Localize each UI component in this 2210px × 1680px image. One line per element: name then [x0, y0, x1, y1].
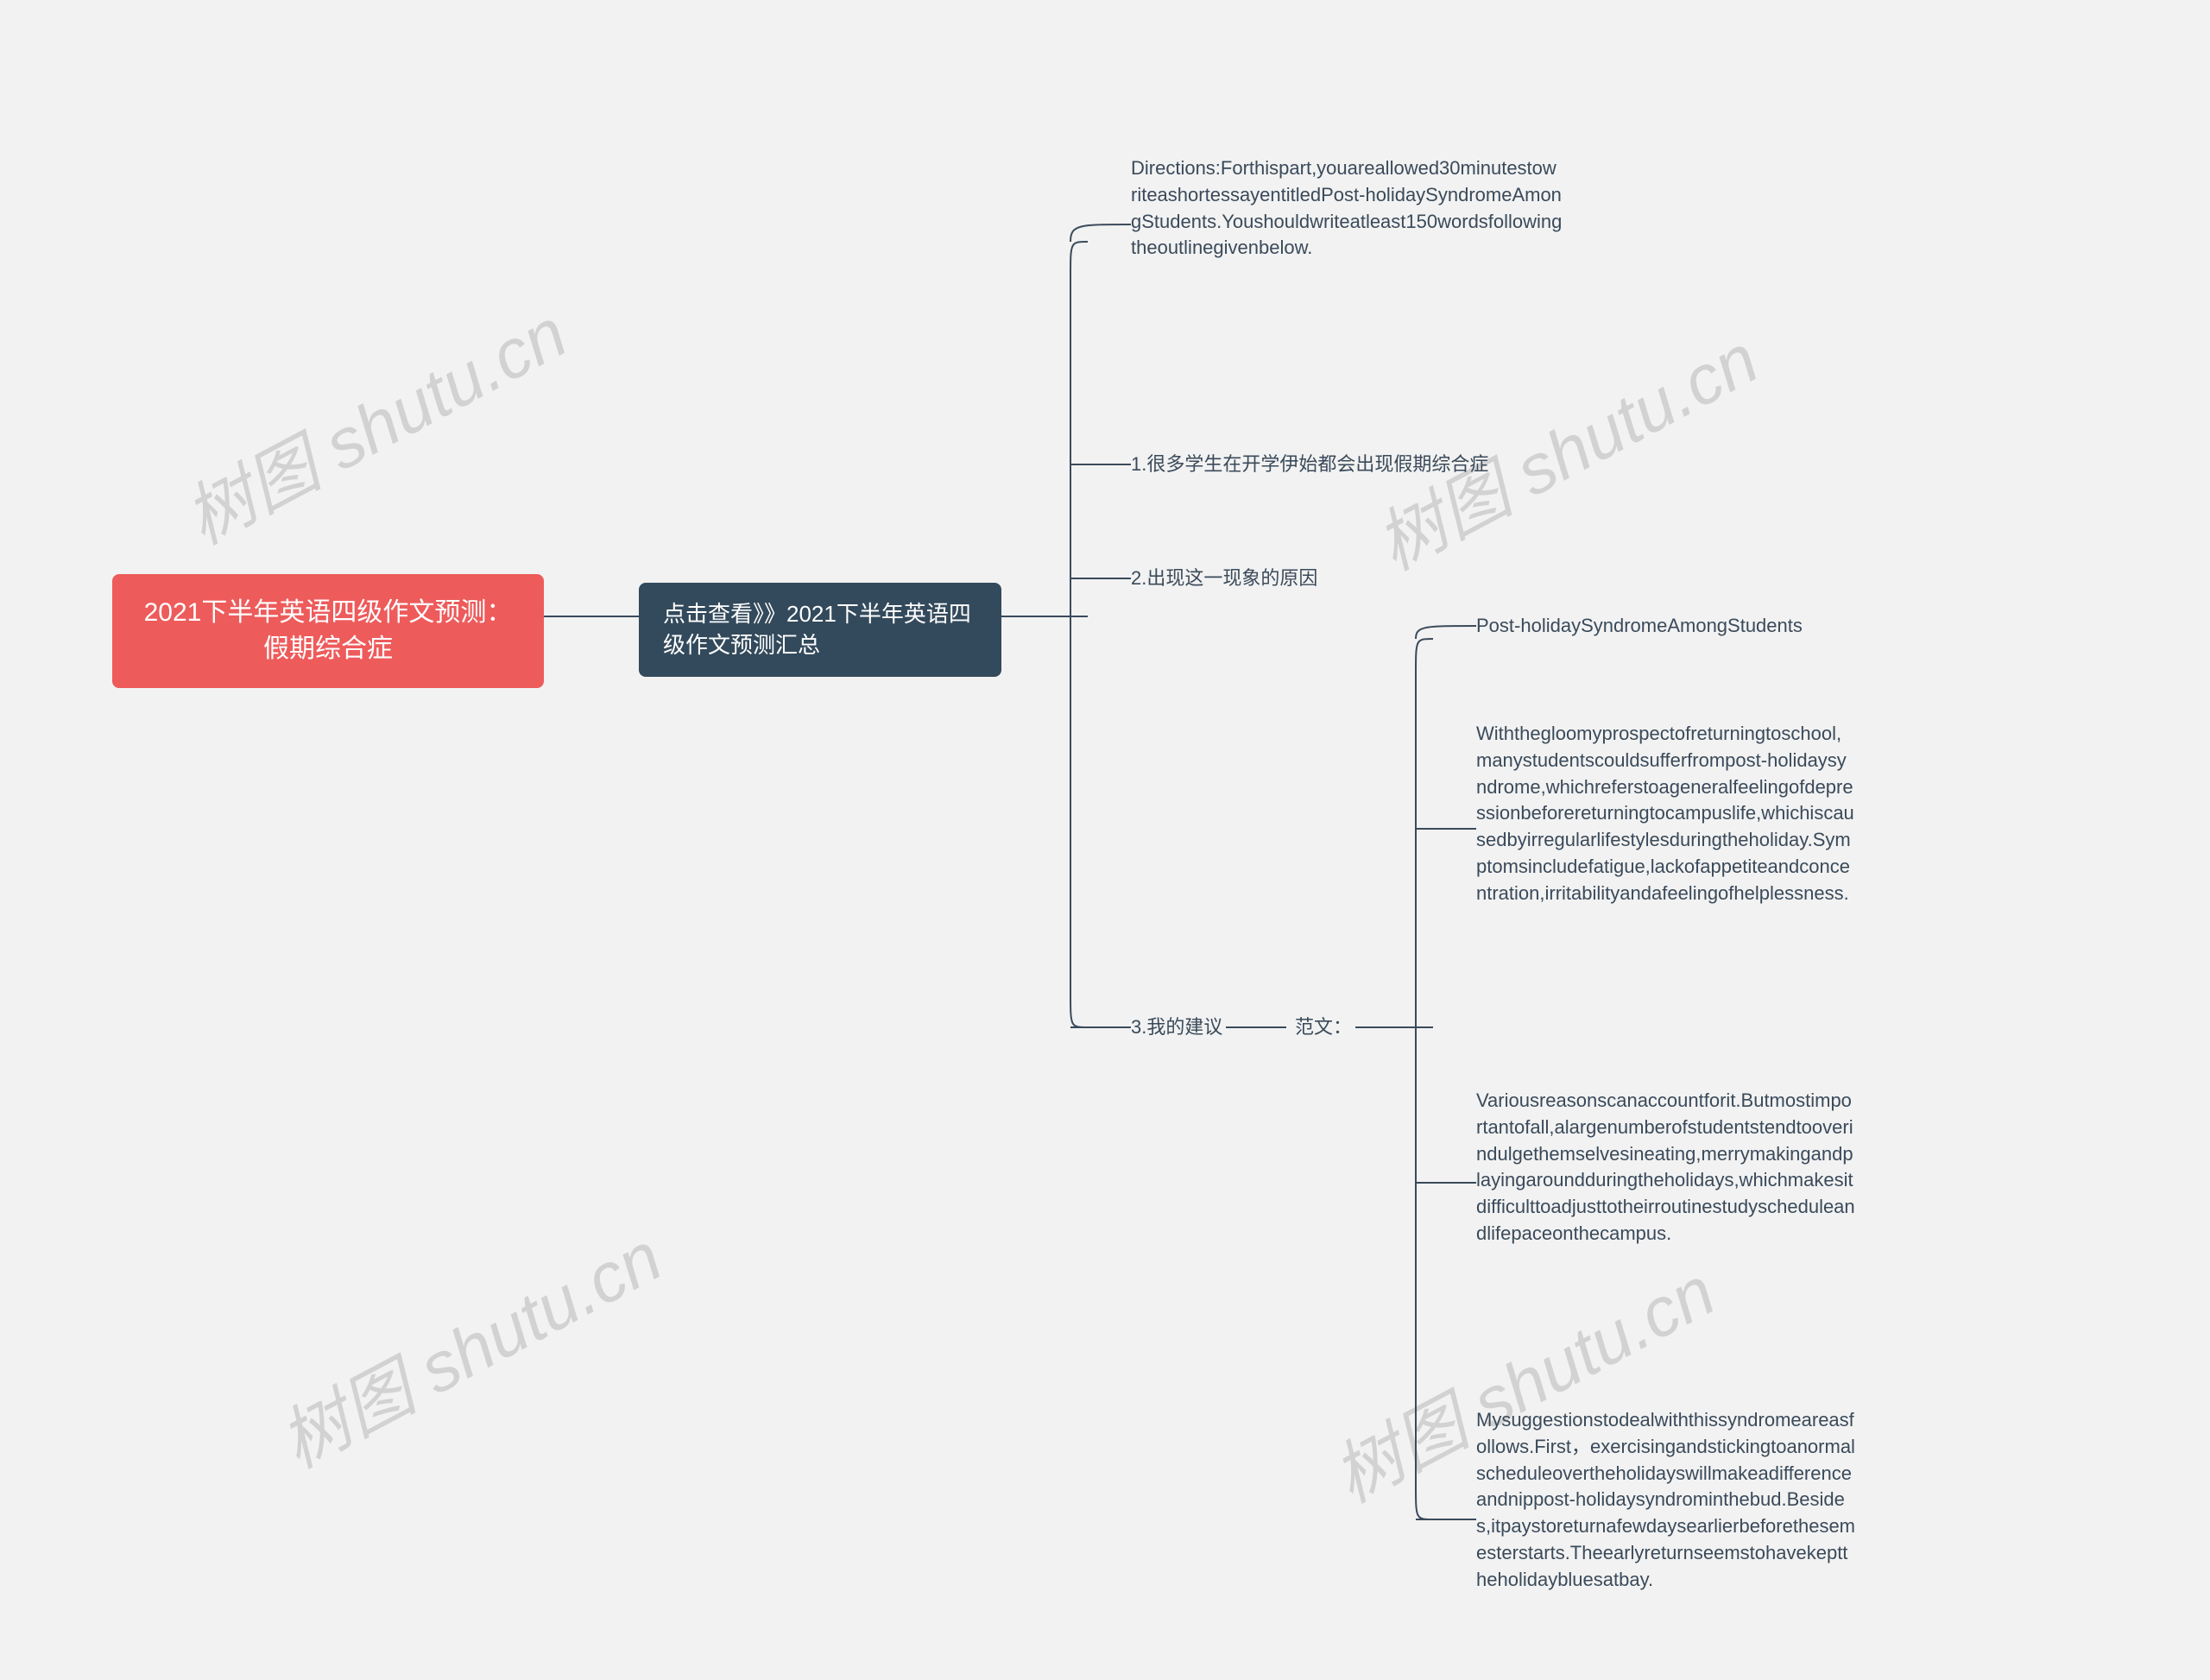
root-node[interactable]: 2021下半年英语四级作文预测：假期综合症 — [112, 574, 544, 688]
leaf-point3[interactable]: 3.我的建议 — [1131, 1014, 1222, 1041]
leaf-para2[interactable]: Variousreasonscanaccountforit.Butmostimp… — [1476, 1088, 1856, 1247]
leaf-point2[interactable]: 2.出现这一现象的原因 — [1131, 565, 1563, 592]
leaf-para3[interactable]: Mysuggestionstodealwiththissyndromeareas… — [1476, 1407, 1856, 1594]
level1-node[interactable]: 点击查看》》2021下半年英语四级作文预测汇总 — [639, 583, 1001, 677]
leaf-sample-label[interactable]: 范文： — [1295, 1014, 1352, 1041]
leaf-para1[interactable]: Withthegloomyprospectofreturningtoschool… — [1476, 721, 1856, 907]
connector-layer — [0, 0, 2210, 1680]
leaf-para-title[interactable]: Post-holidaySyndromeAmongStudents — [1476, 613, 1856, 640]
watermark: 树图 shutu.cn — [1356, 305, 1772, 590]
leaf-point1[interactable]: 1.很多学生在开学伊始都会出现假期综合症 — [1131, 452, 1563, 478]
watermark: 树图 shutu.cn — [260, 1203, 676, 1487]
leaf-directions[interactable]: Directions:Forthispart,youareallowed30mi… — [1131, 155, 1563, 262]
watermark: 树图 shutu.cn — [165, 279, 581, 564]
